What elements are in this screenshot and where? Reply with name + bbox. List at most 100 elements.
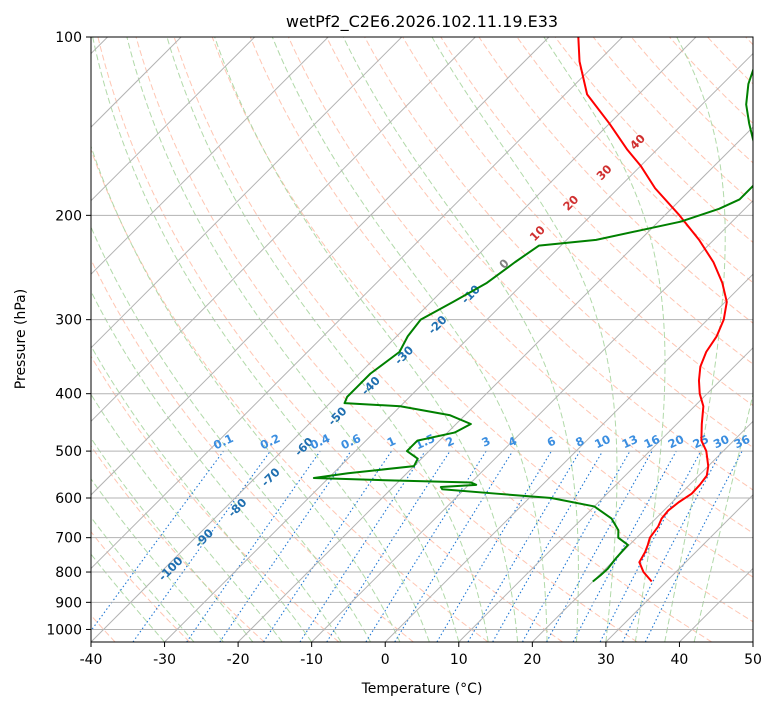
isotherm-label: -50 (325, 404, 350, 429)
isotherm-line (531, 420, 753, 642)
y-tick-label: 900 (55, 595, 82, 611)
dry-adiabat (669, 37, 753, 125)
dry-adiabat (478, 37, 753, 324)
y-tick-label: 500 (55, 444, 82, 460)
dry-adiabat (249, 37, 753, 578)
y-tick-label: 800 (55, 565, 82, 581)
mixing-ratio-line (132, 450, 271, 642)
x-tick-label: -20 (227, 652, 250, 668)
isotherm-line (91, 37, 623, 570)
mixing-ratio-line (326, 450, 451, 642)
isotherm-label: 10 (527, 223, 548, 244)
y-tick-label: 700 (55, 531, 82, 547)
isotherm-label: 40 (627, 131, 648, 152)
mixing-ratio-label: 10 (592, 432, 612, 451)
moist-adiabat (91, 345, 313, 642)
mixing-ratio-label: 16 (642, 432, 662, 451)
background-lines (91, 37, 753, 642)
isotherm-label: -70 (258, 465, 283, 490)
mixing-ratio-line (91, 450, 224, 632)
isotherm-line (164, 52, 753, 642)
x-tick-label: 30 (597, 652, 615, 668)
chart-title: wetPf2_C2E6.2026.102.11.19.E33 (286, 12, 558, 32)
mixing-ratio-label: 25 (690, 432, 710, 451)
mixing-ratio-label: 30 (711, 432, 731, 451)
x-tick-label: 40 (671, 652, 689, 668)
isotherm-label: -10 (458, 282, 483, 307)
y-tick-label: 300 (55, 313, 82, 329)
moist-adiabat (342, 37, 579, 642)
moist-adiabat (91, 144, 401, 642)
mixing-ratio-label: 6 (545, 434, 558, 450)
x-tick-label: 50 (744, 652, 762, 668)
isotherm-line (91, 37, 403, 349)
isotherm-line (605, 494, 753, 642)
dry-adiabat (592, 37, 753, 204)
mixing-ratio-line (365, 450, 487, 642)
mixing-ratio-label: 3 (479, 434, 492, 450)
x-tick-label: 10 (450, 652, 468, 668)
temperature-profile (577, 37, 728, 583)
mixing-ratio-line (394, 450, 514, 642)
moist-adiabat (166, 37, 489, 642)
mixing-ratio-line (546, 450, 653, 642)
isotherm-line (237, 126, 753, 642)
moist-adiabat (91, 437, 254, 642)
isotherm-line (91, 37, 550, 496)
dry-adiabat (630, 37, 753, 164)
isotherm-label: -90 (192, 526, 217, 551)
x-axis: -40 -30 -20 -10 0 10 20 30 40 50 (80, 642, 762, 668)
mixing-ratio-label: 0.4 (308, 431, 332, 452)
isotherm-line (752, 641, 753, 642)
moist-adiabat (91, 516, 195, 642)
dry-adiabat (707, 37, 753, 85)
isotherm-line (91, 37, 697, 642)
x-tick-label: 0 (381, 652, 390, 668)
dry-adiabat (91, 531, 191, 642)
mixing-ratio-line (492, 450, 604, 642)
mixing-ratio-label: 36 (732, 432, 752, 451)
moist-adiabat (91, 553, 165, 642)
mixing-ratio-label: 0.1 (211, 431, 235, 452)
dry-adiabat (91, 445, 265, 642)
mixing-ratio-label: 20 (666, 432, 686, 451)
mixing-ratio-line (186, 450, 321, 642)
moist-adiabat (693, 392, 753, 642)
dry-adiabat (554, 37, 753, 244)
y-axis-label: Pressure (hPa) (13, 289, 29, 389)
mixing-ratio-label: 8 (573, 434, 586, 450)
isotherm-line (91, 37, 256, 202)
mixing-ratio-line (219, 450, 352, 642)
x-tick-label: -10 (300, 652, 323, 668)
dry-adiabat (91, 148, 489, 642)
moist-adiabat (271, 37, 548, 642)
mixing-ratio-line (599, 450, 702, 642)
y-tick-label: 1000 (46, 622, 82, 638)
dry-adiabat (91, 355, 340, 642)
mixing-ratio-line (467, 450, 581, 642)
x-tick-label: 20 (523, 652, 541, 668)
isotherm-line (91, 37, 476, 423)
data-lines (312, 37, 753, 583)
dry-adiabat (516, 37, 753, 284)
moist-adiabat (91, 393, 283, 642)
isotherm-label: 30 (593, 162, 614, 183)
y-tick-label: 200 (55, 208, 82, 224)
x-axis-label: Temperature (°C) (361, 681, 483, 697)
y-tick-label: 600 (55, 491, 82, 507)
moist-adiabat (91, 290, 342, 642)
dry-adiabat (91, 258, 414, 642)
x-tick-label: -40 (80, 652, 103, 668)
y-tick-label: 400 (55, 387, 82, 403)
moist-adiabat (431, 37, 618, 642)
isotherm-line (311, 199, 753, 642)
isotherm-line (458, 347, 753, 642)
mixing-ratio-label: 1 (385, 434, 398, 450)
moist-adiabat (214, 37, 519, 642)
dry-adiabat (326, 37, 753, 491)
dewpoint-profile (312, 67, 753, 583)
mixing-ratio-label: 13 (620, 432, 640, 451)
isotherm-label: -100 (155, 554, 185, 584)
isotherm-line (679, 567, 753, 642)
